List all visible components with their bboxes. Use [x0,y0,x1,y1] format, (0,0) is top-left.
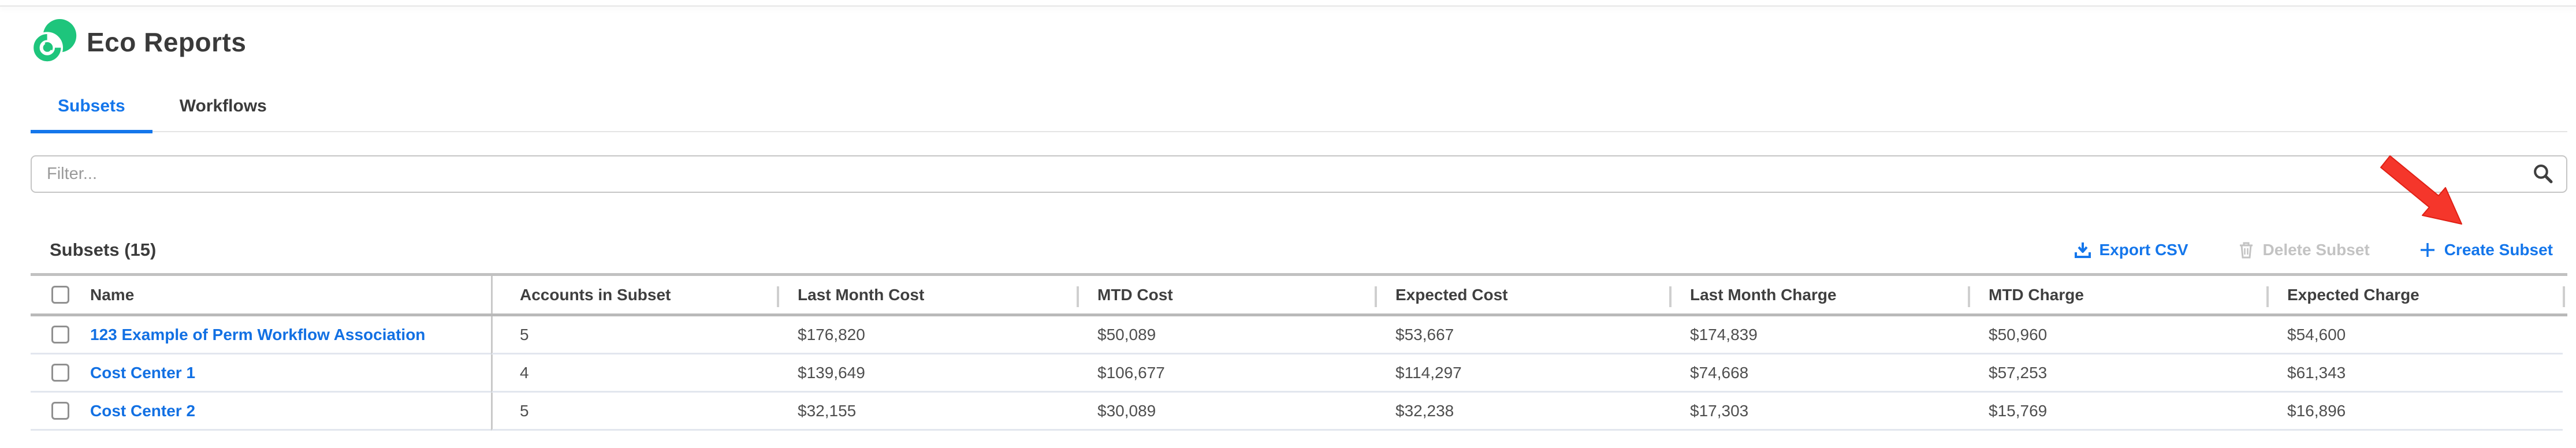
select-all-checkbox-cell [31,276,81,313]
subset-name-link[interactable]: Cost Center 1 [90,363,196,382]
column-header-mtd-cost: MTD Cost [1077,276,1375,313]
expected-charge-cell: $54,600 [2266,316,2563,354]
row-checkbox[interactable] [51,364,69,382]
subset-name-link[interactable]: 123 Example of Perm Workflow Association [90,325,426,344]
column-header-expected-cost: Expected Cost [1375,276,1669,313]
subsets-table: Name Accounts in Subset Last Month Cost … [31,273,2567,431]
expected-cost-cell: $53,667 [1375,316,1669,354]
table-row: Cost Center 2 5 $32,155 $30,089 $32,238 … [31,393,2567,431]
column-header-expected-charge: Expected Charge [2266,276,2563,313]
last-month-cost-cell: $32,155 [777,393,1077,431]
toolbar-actions: Export CSV Delete Subset Create Subset [2074,241,2568,259]
table-header-row: Name Accounts in Subset Last Month Cost … [31,276,2567,316]
page-content: Eco Reports Subsets Workflows Subsets (1… [31,0,2567,431]
row-checkbox-cell [31,354,81,393]
filter-bar [31,155,2567,193]
app-header: Eco Reports [31,19,2567,65]
filter-input[interactable] [31,155,2567,193]
create-subset-button[interactable]: Create Subset [2418,241,2553,259]
column-header-last-month-cost: Last Month Cost [777,276,1077,313]
mtd-charge-cell: $57,253 [1968,354,2266,393]
table-row: 123 Example of Perm Workflow Association… [31,316,2567,354]
trash-icon [2239,242,2253,259]
delete-subset-label: Delete Subset [2262,241,2370,259]
mtd-cost-cell: $106,677 [1077,354,1375,393]
row-checkbox-cell [31,393,81,431]
last-month-charge-cell: $174,839 [1669,316,1968,354]
row-checkbox-cell [31,316,81,354]
plus-icon [2420,243,2434,257]
subset-name-cell: 123 Example of Perm Workflow Association [81,316,491,354]
tab-subsets[interactable]: Subsets [31,96,152,133]
search-icon[interactable] [2532,163,2553,185]
accounts-in-subset-cell: 5 [491,316,777,354]
expected-charge-cell: $61,343 [2266,354,2563,393]
row-checkbox[interactable] [51,402,69,420]
page-title: Eco Reports [87,27,247,57]
expected-cost-cell: $114,297 [1375,354,1669,393]
section-heading: Subsets (15) [50,240,157,260]
tab-workflows[interactable]: Workflows [179,96,267,115]
last-month-charge-cell: $17,303 [1669,393,1968,431]
export-csv-label: Export CSV [2099,241,2188,259]
column-header-last-month-charge: Last Month Charge [1669,276,1968,313]
mtd-charge-cell: $15,769 [1968,393,2266,431]
mtd-charge-cell: $50,960 [1968,316,2266,354]
delete-subset-button[interactable]: Delete Subset [2237,241,2370,259]
row-checkbox[interactable] [51,326,69,344]
subset-name-cell: Cost Center 2 [81,393,491,431]
subsets-toolbar: Subsets (15) Export CSV Delete Sub [31,237,2567,263]
select-all-checkbox[interactable] [51,286,69,304]
accounts-in-subset-cell: 5 [491,393,777,431]
last-month-charge-cell: $74,668 [1669,354,1968,393]
subset-name-cell: Cost Center 1 [81,354,491,393]
create-subset-label: Create Subset [2444,241,2553,259]
mtd-cost-cell: $30,089 [1077,393,1375,431]
column-header-accounts-in-subset: Accounts in Subset [491,276,777,313]
tab-bar: Subsets Workflows [31,96,2567,133]
download-icon [2074,242,2091,258]
last-month-cost-cell: $139,649 [777,354,1077,393]
last-month-cost-cell: $176,820 [777,316,1077,354]
eco-logo-icon [31,19,77,64]
expected-charge-cell: $16,896 [2266,393,2563,431]
subset-name-link[interactable]: Cost Center 2 [90,401,196,420]
column-header-name: Name [90,285,135,304]
top-divider [0,5,2576,7]
table-body: 123 Example of Perm Workflow Association… [31,316,2567,431]
export-csv-button[interactable]: Export CSV [2074,241,2188,259]
column-header-mtd-charge: MTD Charge [1968,276,2266,313]
column-divider [2563,286,2565,307]
expected-cost-cell: $32,238 [1375,393,1669,431]
accounts-in-subset-cell: 4 [491,354,777,393]
table-row: Cost Center 1 4 $139,649 $106,677 $114,2… [31,354,2567,393]
mtd-cost-cell: $50,089 [1077,316,1375,354]
